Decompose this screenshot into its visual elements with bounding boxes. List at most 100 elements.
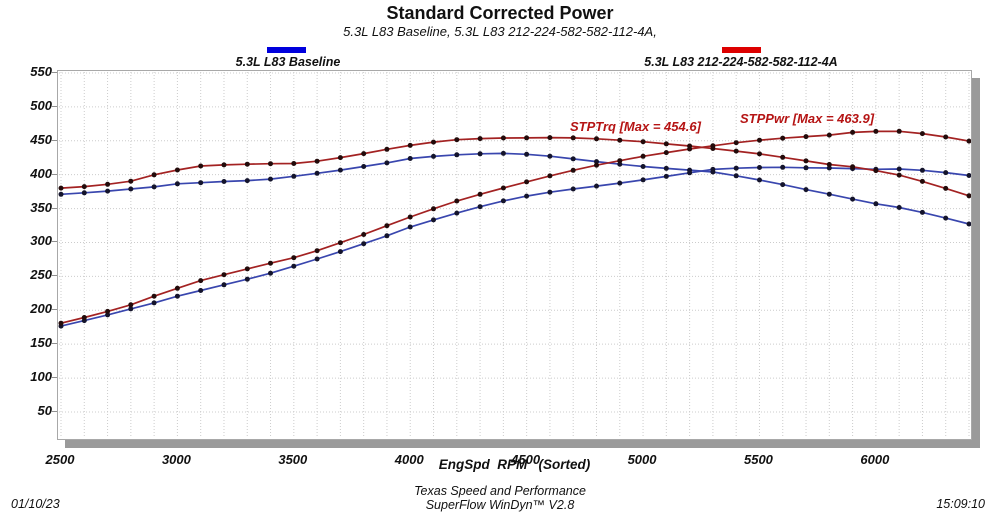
data-point-cam-STPTrq	[780, 154, 786, 160]
y-tick-mark	[51, 207, 57, 209]
y-tick-label: 450	[30, 131, 52, 147]
y-tick-mark	[51, 410, 57, 412]
data-point-cam-STPPwr	[640, 153, 646, 159]
data-point-cam-STPPwr	[128, 302, 134, 308]
data-point-cam-STPTrq	[337, 155, 343, 161]
data-point-baseline-STPPwr	[594, 183, 599, 189]
x-tick-label: 6000	[860, 452, 890, 467]
x-tick-label: 3500	[278, 452, 308, 467]
data-point-baseline-STPTrq	[663, 165, 669, 171]
data-point-cam-STPPwr	[547, 173, 553, 179]
data-point-baseline-STPTrq	[617, 161, 623, 167]
data-point-cam-STPPwr	[314, 248, 320, 254]
x-tick-label: 2500	[45, 452, 75, 467]
data-point-cam-STPPwr	[524, 179, 530, 185]
data-point-cam-STPTrq	[221, 162, 227, 168]
data-point-baseline-STPPwr	[919, 167, 925, 173]
data-point-baseline-STPTrq	[361, 164, 367, 169]
data-point-baseline-STPPwr	[244, 276, 250, 282]
data-point-baseline-STPPwr	[221, 282, 227, 288]
y-tick-label: 200	[30, 301, 52, 317]
data-point-cam-STPPwr	[687, 146, 693, 152]
data-point-baseline-STPPwr	[454, 210, 460, 216]
data-point-baseline-STPTrq	[58, 191, 64, 197]
y-tick-label: 500	[30, 97, 52, 113]
data-point-cam-STPTrq	[663, 141, 669, 147]
data-point-cam-STPPwr	[198, 278, 204, 284]
data-point-baseline-STPPwr	[687, 170, 693, 176]
data-point-cam-STPTrq	[524, 135, 530, 141]
data-point-baseline-STPTrq	[594, 159, 599, 165]
data-point-baseline-STPTrq	[268, 176, 273, 182]
curve-baseline-STPTrq	[60, 152, 970, 225]
y-tick-mark	[51, 71, 57, 73]
data-point-cam-STPPwr	[710, 143, 716, 149]
data-point-cam-STPTrq	[547, 135, 553, 141]
data-point-baseline-STPTrq	[500, 150, 506, 156]
data-point-cam-STPTrq	[966, 193, 972, 199]
data-point-cam-STPPwr	[105, 308, 111, 314]
data-point-baseline-STPTrq	[244, 178, 250, 184]
data-point-baseline-STPTrq	[291, 173, 297, 179]
x-tick-label: 4000	[394, 452, 424, 467]
data-point-cam-STPTrq	[454, 137, 460, 143]
data-point-cam-STPPwr	[896, 128, 902, 134]
y-tick-mark	[51, 309, 57, 311]
y-tick-mark	[51, 105, 57, 107]
footer-shop-name: Texas Speed and Performance	[414, 484, 586, 498]
y-tick-label: 400	[30, 165, 52, 181]
data-point-baseline-STPTrq	[733, 173, 739, 179]
data-point-baseline-STPTrq	[873, 201, 879, 207]
data-point-cam-STPPwr	[570, 167, 576, 173]
data-point-cam-STPTrq	[850, 164, 856, 170]
page-subtitle: 5.3L L83 Baseline, 5.3L L83 212-224-582-…	[343, 24, 657, 39]
legend-label-cam: 5.3L L83 212-224-582-582-112-4A	[644, 55, 838, 69]
y-tick-mark	[51, 343, 57, 345]
data-point-baseline-STPPwr	[640, 177, 646, 183]
legend-swatch-cam	[722, 47, 761, 53]
data-point-baseline-STPPwr	[500, 198, 506, 204]
data-point-baseline-STPTrq	[454, 152, 460, 158]
data-point-baseline-STPTrq	[757, 177, 762, 183]
y-tick-label: 550	[30, 63, 52, 79]
data-point-baseline-STPPwr	[617, 180, 623, 186]
data-point-baseline-STPTrq	[919, 209, 925, 215]
data-point-baseline-STPPwr	[896, 166, 902, 172]
data-point-cam-STPPwr	[594, 162, 599, 168]
curve-baseline-STPPwr	[60, 166, 970, 327]
data-point-baseline-STPTrq	[105, 188, 111, 194]
data-point-cam-STPTrq	[268, 161, 273, 167]
x-tick-label: 3000	[161, 452, 191, 467]
data-point-cam-STPTrq	[594, 136, 599, 142]
data-point-cam-STPTrq	[757, 151, 762, 157]
data-point-baseline-STPPwr	[174, 293, 180, 299]
data-point-baseline-STPTrq	[547, 153, 553, 159]
data-point-baseline-STPTrq	[524, 151, 530, 157]
data-point-cam-STPPwr	[384, 223, 390, 229]
y-tick-mark	[51, 139, 57, 141]
data-point-cam-STPPwr	[826, 132, 832, 138]
data-point-cam-STPTrq	[198, 163, 204, 169]
x-tick-label: 4500	[511, 452, 541, 467]
data-point-baseline-STPPwr	[966, 173, 972, 178]
data-point-cam-STPTrq	[943, 185, 949, 191]
data-point-baseline-STPPwr	[407, 224, 413, 230]
data-point-baseline-STPTrq	[826, 191, 832, 197]
data-point-baseline-STPPwr	[547, 189, 553, 195]
data-point-cam-STPTrq	[174, 167, 180, 173]
page-title: Standard Corrected Power	[386, 3, 614, 23]
data-point-baseline-STPTrq	[570, 156, 576, 162]
data-point-cam-STPTrq	[128, 178, 134, 184]
data-point-baseline-STPTrq	[174, 181, 180, 187]
dyno-curves-svg	[58, 72, 972, 438]
y-tick-mark	[51, 275, 57, 277]
data-point-cam-STPTrq	[500, 135, 506, 141]
data-point-cam-STPPwr	[780, 135, 786, 141]
data-point-cam-STPPwr	[291, 255, 297, 261]
data-point-baseline-STPPwr	[291, 263, 297, 269]
data-point-cam-STPPwr	[431, 206, 436, 212]
data-point-cam-STPPwr	[966, 138, 972, 144]
data-point-baseline-STPTrq	[966, 221, 972, 227]
data-point-cam-STPPwr	[873, 128, 879, 134]
x-axis-title: EngSpd RPM (Sorted)	[438, 457, 591, 472]
